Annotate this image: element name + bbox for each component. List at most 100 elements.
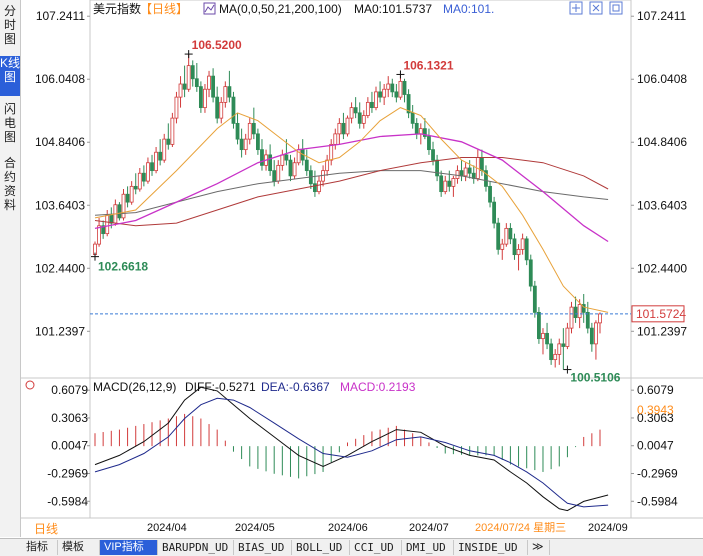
- ma-line-icon: [204, 4, 215, 13]
- ma21-line: [94, 107, 609, 313]
- ma-params: MA(0,0,50,21,200,100): [219, 2, 342, 16]
- tab-boll[interactable]: BOLL_UD: [292, 540, 350, 555]
- price-tick-label-left: 101.2397: [35, 324, 85, 338]
- tab-vip-indicators[interactable]: VIP指标: [100, 540, 158, 555]
- macd-params: MACD(26,12,9): [93, 380, 176, 394]
- candle-down: [406, 94, 411, 114]
- candle-up: [443, 180, 448, 193]
- tab-more[interactable]: ≫: [528, 540, 550, 555]
- candle-down: [439, 175, 444, 193]
- candle-down: [532, 285, 537, 313]
- candle-up: [594, 322, 598, 345]
- candle-up: [203, 88, 207, 109]
- candle-up: [146, 162, 150, 182]
- candle-down: [537, 311, 541, 340]
- candle-down: [488, 185, 492, 203]
- move-cross: [572, 4, 580, 12]
- candle-down: [133, 185, 138, 190]
- candle-down: [378, 91, 382, 98]
- candle-up: [223, 86, 228, 103]
- candle-up: [349, 107, 354, 119]
- x-label-crosshair-date: 2024/07/24 星期三: [475, 521, 566, 534]
- macd-tick-label-right: -0.5984: [637, 494, 678, 508]
- tab-contract-info[interactable]: 合约资料: [3, 156, 16, 212]
- macd-dea: DEA:-0.6367: [261, 380, 330, 394]
- candle-up: [553, 353, 558, 361]
- tab-bias[interactable]: BIAS_UD: [234, 540, 292, 555]
- tab-barupdn[interactable]: BARUPDN_UD: [158, 540, 234, 555]
- candle-up: [317, 180, 321, 193]
- candle-down: [492, 201, 497, 224]
- tab-templates[interactable]: 模板: [58, 540, 100, 555]
- candle-down: [549, 343, 554, 361]
- candle-up: [500, 243, 505, 250]
- candle-down: [101, 225, 106, 235]
- candle-down: [414, 122, 419, 135]
- candle-down: [215, 96, 220, 119]
- close-glyph: [612, 4, 620, 12]
- ma100-line: [94, 157, 609, 227]
- candle-down: [158, 151, 163, 161]
- candle-up: [361, 115, 366, 124]
- tab-kline[interactable]: K线图: [0, 56, 20, 96]
- candle-down: [190, 65, 195, 80]
- annotation-label: 106.5200: [192, 38, 242, 52]
- window-controls: [569, 1, 623, 15]
- candle-up: [178, 83, 183, 98]
- candle-down: [117, 204, 122, 219]
- candle-down: [524, 238, 529, 261]
- indicator-tab-bar: 指标 模板 VIP指标 BARUPDN_UD BIAS_UD BOLL_UD C…: [0, 538, 703, 556]
- candle-up: [97, 225, 101, 245]
- candle-up: [541, 332, 545, 340]
- candle-down: [422, 128, 427, 137]
- tab-time-sharing[interactable]: 分时图: [3, 4, 16, 46]
- macd-diff: DIFF:-0.5271: [185, 380, 256, 394]
- candle-down: [288, 159, 293, 177]
- candle-down: [528, 259, 533, 287]
- candle-down: [410, 112, 415, 124]
- period-label: 日线: [34, 522, 58, 536]
- candle-up: [219, 101, 224, 119]
- candle-down: [150, 162, 154, 172]
- price-legend: 美元指数 【日线】 MA(0,0,50,21,200,100) MA0:101.…: [93, 1, 494, 16]
- candle-up: [520, 238, 525, 250]
- chart-area[interactable]: 美元指数 【日线】 MA(0,0,50,21,200,100) MA0:101.…: [0, 0, 703, 538]
- x-label-jul: 2024/07: [409, 522, 449, 534]
- macd-tick-label-right: 0.3063: [637, 411, 674, 425]
- candle-up: [504, 227, 509, 245]
- macd-tick-label-left: 0.3063: [51, 411, 88, 425]
- close-icon[interactable]: [609, 1, 623, 15]
- candle-up: [329, 143, 334, 161]
- candle-down: [304, 159, 309, 172]
- annotation-label: 106.1321: [403, 58, 453, 72]
- candle-up: [280, 154, 285, 166]
- price-tick-label-right: 106.0408: [637, 72, 687, 86]
- dea-line: [94, 397, 609, 508]
- candle-up: [451, 178, 456, 187]
- candle-up: [170, 117, 175, 145]
- candle-down: [545, 332, 549, 345]
- candle-up: [137, 172, 142, 190]
- candle-down: [496, 222, 501, 250]
- candle-down: [211, 75, 216, 98]
- candle-down: [141, 172, 146, 182]
- tab-inside[interactable]: INSIDE_UD: [454, 540, 528, 555]
- candle-down: [512, 238, 517, 256]
- candle-down: [198, 86, 203, 109]
- macd-settings-icon[interactable]: [25, 380, 35, 390]
- candle-up: [162, 138, 167, 161]
- candle-down: [390, 83, 395, 93]
- tab-dmi[interactable]: DMI_UD: [402, 540, 454, 555]
- candle-up: [516, 248, 521, 256]
- annotation-label: 102.6618: [98, 260, 148, 274]
- tab-lightning[interactable]: 闪电图: [3, 102, 16, 144]
- tab-indicators[interactable]: 指标: [22, 540, 58, 555]
- candle-down: [467, 167, 472, 174]
- candle-down: [402, 80, 407, 95]
- ma200-line: [94, 170, 609, 216]
- x-label-jun: 2024/06: [328, 522, 368, 534]
- candle-down: [268, 154, 273, 172]
- ma50-line: [94, 133, 609, 243]
- tab-cci[interactable]: CCI_UD: [350, 540, 402, 555]
- candle-down: [589, 327, 594, 345]
